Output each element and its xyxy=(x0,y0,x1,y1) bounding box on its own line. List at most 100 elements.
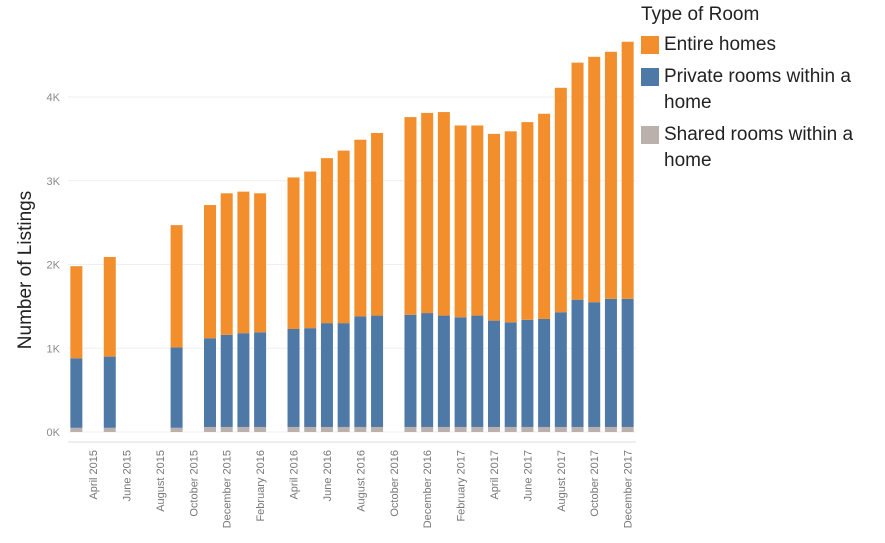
bar-shared-rooms xyxy=(337,426,350,432)
bar-shared-rooms xyxy=(204,426,216,432)
x-tick-label: April 2017 xyxy=(489,450,501,500)
legend-title: Type of Room xyxy=(641,4,760,25)
x-tick-label: August 2017 xyxy=(556,450,568,512)
bar-entire-homes xyxy=(421,112,434,314)
y-tick-label: 3K xyxy=(47,176,61,188)
bar-private-rooms xyxy=(538,318,551,427)
bar-shared-rooms xyxy=(571,426,584,432)
bar-entire-homes xyxy=(354,139,367,317)
bar-shared-rooms xyxy=(588,426,601,432)
bar-shared-rooms xyxy=(621,426,634,432)
bar-shared-rooms xyxy=(304,426,317,432)
legend-item-entire-homes: Entire homes xyxy=(641,32,881,58)
bar-shared-rooms xyxy=(454,426,467,432)
bar-entire-homes xyxy=(70,266,83,359)
legend-swatch-entire-homes xyxy=(641,36,659,54)
bar-private-rooms xyxy=(371,315,384,427)
bar-shared-rooms xyxy=(538,426,551,432)
bar-shared-rooms xyxy=(254,426,267,432)
bar-private-rooms xyxy=(337,323,350,427)
bar-private-rooms xyxy=(404,314,417,427)
bar-private-rooms xyxy=(421,313,434,427)
bar-shared-rooms xyxy=(554,426,567,432)
bar-private-rooms xyxy=(437,315,450,427)
bar-entire-homes xyxy=(454,125,467,318)
bar-entire-homes xyxy=(404,117,417,315)
bar-private-rooms xyxy=(220,334,233,427)
bar-private-rooms xyxy=(320,323,333,427)
bar-entire-homes xyxy=(488,133,500,321)
legend-item-shared-rooms: Shared rooms within a home xyxy=(641,122,881,174)
legend-item-private-rooms: Private rooms within a home xyxy=(641,64,881,116)
bar-entire-homes xyxy=(504,131,517,323)
x-tick-label: June 2017 xyxy=(522,450,534,501)
y-tick-label: 1K xyxy=(47,343,61,355)
bar-private-rooms xyxy=(554,312,567,427)
x-tick-label: August 2016 xyxy=(355,450,367,512)
bar-private-rooms xyxy=(454,317,467,427)
bar-shared-rooms xyxy=(437,426,450,432)
bar-entire-homes xyxy=(554,87,567,313)
bar-private-rooms xyxy=(70,358,83,428)
x-tick-label: June 2015 xyxy=(121,450,133,501)
bar-private-rooms xyxy=(354,316,367,427)
bar-entire-homes xyxy=(538,113,551,319)
bar-shared-rooms xyxy=(371,426,384,432)
legend-swatch-shared-rooms xyxy=(641,126,659,144)
legend-label: Shared rooms within a home xyxy=(664,124,854,171)
x-tick-label: June 2016 xyxy=(322,450,334,501)
bar-shared-rooms xyxy=(504,426,517,432)
x-tick-label: December 2016 xyxy=(422,450,434,528)
bar-private-rooms xyxy=(287,328,300,427)
bar-private-rooms xyxy=(254,332,267,427)
bar-entire-homes xyxy=(337,150,350,324)
bar-shared-rooms xyxy=(170,427,183,432)
bar-private-rooms xyxy=(237,333,250,427)
bar-private-rooms xyxy=(471,315,484,427)
legend-swatch-private-rooms xyxy=(641,68,659,86)
legend-label: Private rooms within a home xyxy=(664,66,851,113)
bar-private-rooms xyxy=(103,356,116,428)
bar-private-rooms xyxy=(204,338,216,427)
x-tick-label: April 2015 xyxy=(88,450,100,500)
bar-shared-rooms xyxy=(287,426,300,432)
bar-entire-homes xyxy=(371,133,384,316)
bar-shared-rooms xyxy=(404,426,417,432)
bar-entire-homes xyxy=(571,62,584,300)
bar-shared-rooms xyxy=(354,426,367,432)
bar-entire-homes xyxy=(588,56,601,303)
x-tick-label: December 2015 xyxy=(222,450,234,528)
bar-entire-homes xyxy=(471,125,484,316)
bar-entire-homes xyxy=(237,191,250,334)
legend-label: Entire homes xyxy=(664,34,776,55)
bar-entire-homes xyxy=(304,171,317,329)
bar-shared-rooms xyxy=(421,426,434,432)
bar-shared-rooms xyxy=(220,426,233,432)
bar-private-rooms xyxy=(621,298,634,427)
bar-shared-rooms xyxy=(488,426,500,432)
bar-shared-rooms xyxy=(471,426,484,432)
y-tick-label: 0K xyxy=(47,427,61,439)
bar-shared-rooms xyxy=(103,427,116,432)
x-tick-label: February 2016 xyxy=(255,450,267,522)
bar-entire-homes xyxy=(437,112,450,316)
y-tick-label: 4K xyxy=(47,92,61,104)
bar-entire-homes xyxy=(220,193,233,335)
bar-private-rooms xyxy=(571,299,584,427)
x-tick-label: April 2016 xyxy=(289,450,301,500)
bar-entire-homes xyxy=(521,122,534,320)
bar-entire-homes xyxy=(254,193,267,333)
bar-entire-homes xyxy=(204,205,216,339)
bar-shared-rooms xyxy=(320,426,333,432)
bar-entire-homes xyxy=(320,158,333,324)
y-axis-label: Number of Listings xyxy=(15,190,36,350)
x-tick-label: October 2016 xyxy=(389,450,401,517)
bar-entire-homes xyxy=(170,225,183,348)
bar-private-rooms xyxy=(521,319,534,427)
bar-shared-rooms xyxy=(604,426,617,432)
bar-private-rooms xyxy=(304,328,317,427)
x-tick-label: October 2015 xyxy=(188,450,200,517)
bar-shared-rooms xyxy=(70,427,83,432)
x-tick-label: August 2015 xyxy=(155,450,167,512)
bar-private-rooms xyxy=(488,320,500,427)
